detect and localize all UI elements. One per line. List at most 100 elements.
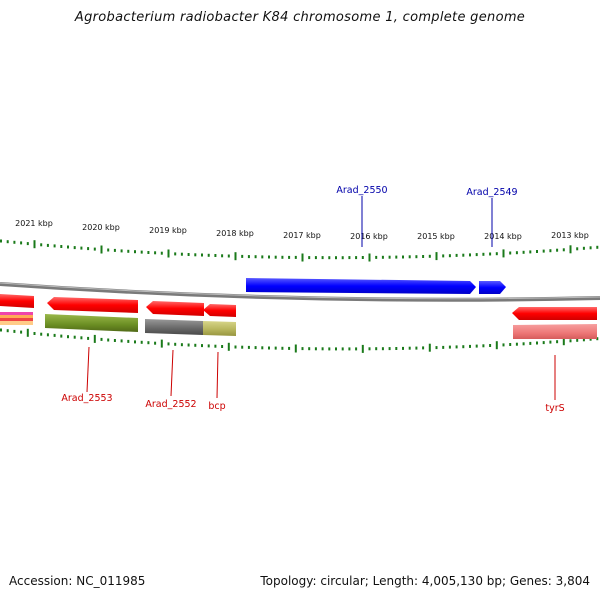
major-tick (428, 343, 431, 352)
minor-tick (160, 251, 163, 255)
major-tick (227, 342, 230, 351)
minor-tick (596, 245, 599, 249)
kbp-label: 2015 kbp (417, 232, 455, 241)
gene-tyrs[interactable] (512, 307, 597, 320)
major-tick (26, 328, 29, 337)
minor-tick (355, 347, 358, 351)
minor-tick (87, 336, 90, 340)
minor-tick (113, 339, 116, 342)
minor-tick (201, 344, 203, 348)
minor-tick (442, 254, 445, 258)
minor-tick (13, 240, 16, 244)
minor-tick (308, 347, 311, 351)
gene-arad-2550[interactable] (246, 278, 476, 294)
minor-tick (174, 252, 177, 256)
gene-label-tyrs[interactable]: tyrS (545, 403, 564, 414)
minor-tick (522, 342, 525, 346)
minor-tick (127, 339, 130, 343)
minor-tick (549, 340, 552, 344)
minor-tick (288, 346, 291, 350)
minor-tick (67, 335, 69, 339)
minor-tick (348, 347, 351, 351)
minor-tick (469, 253, 471, 257)
minor-tick (455, 345, 458, 349)
minor-tick (140, 250, 143, 254)
minor-tick (515, 342, 518, 346)
minor-tick (589, 246, 592, 250)
kbp-label: 2020 kbp (82, 223, 120, 232)
minor-tick (361, 256, 364, 259)
minor-tick (241, 345, 244, 349)
gene-arad-2553[interactable] (47, 297, 138, 313)
kbp-label: 2013 kbp (551, 231, 589, 240)
minor-tick (268, 346, 270, 350)
minor-tick (314, 256, 317, 260)
minor-tick (6, 240, 9, 244)
minor-tick (395, 347, 398, 350)
minor-tick (495, 252, 498, 256)
minor-tick (341, 347, 344, 351)
minor-tick (221, 254, 224, 258)
minor-tick (448, 345, 451, 349)
minor-tick (589, 337, 592, 341)
minor-tick (80, 336, 83, 340)
minor-tick (261, 255, 264, 259)
minor-tick (93, 247, 96, 251)
gene-label-arad-2553[interactable]: Arad_2553 (61, 393, 112, 404)
minor-tick (53, 244, 56, 248)
gene-left-edge-red[interactable] (0, 294, 34, 308)
kbp-label: 2014 kbp (484, 232, 522, 241)
minor-tick (73, 335, 76, 339)
gene-arad-2552[interactable] (146, 301, 204, 316)
minor-tick (529, 341, 532, 345)
major-tick (569, 245, 572, 254)
minor-tick (314, 347, 317, 351)
cog-band-arad-2552 (145, 319, 203, 335)
minor-tick (475, 344, 478, 348)
minor-tick (20, 241, 23, 245)
minor-tick (435, 346, 438, 350)
minor-tick (6, 329, 9, 333)
kbp-label: 2016 kbp (350, 232, 388, 241)
major-tick (502, 249, 505, 258)
gene-label-arad-2552[interactable]: Arad_2552 (145, 399, 196, 410)
minor-tick (335, 347, 337, 351)
minor-tick (33, 332, 36, 335)
gene-bcp[interactable] (203, 304, 236, 317)
major-tick (33, 240, 36, 249)
minor-tick (60, 334, 63, 338)
major-tick (301, 253, 304, 262)
gene-label-arad-2549[interactable]: Arad_2549 (466, 187, 517, 198)
major-tick (167, 249, 170, 258)
minor-tick (448, 254, 451, 258)
minor-tick (187, 343, 190, 347)
minor-tick (147, 251, 150, 254)
minor-tick (294, 255, 297, 259)
accession-text: Accession: NC_011985 (9, 574, 146, 588)
minor-tick (234, 345, 237, 349)
gene-callout-lines (86, 196, 556, 400)
minor-tick (381, 347, 384, 351)
minor-tick (87, 247, 90, 251)
minor-tick (549, 249, 552, 253)
kbp-label: 2021 kbp (15, 219, 53, 228)
minor-tick (0, 239, 2, 243)
minor-tick (529, 250, 532, 254)
minor-tick (134, 340, 136, 344)
minor-tick (53, 333, 56, 337)
minor-tick (174, 342, 177, 346)
kbp-label: 2017 kbp (283, 231, 321, 240)
minor-tick (509, 251, 512, 255)
minor-tick (408, 255, 411, 259)
minor-tick (26, 242, 29, 246)
minor-tick (40, 332, 43, 336)
cog-band-arad-2553 (45, 314, 138, 332)
gene-arad-2549[interactable] (479, 281, 506, 294)
minor-tick (308, 256, 311, 260)
kbp-label: 2018 kbp (216, 229, 254, 238)
gene-label-arad-2550[interactable]: Arad_2550 (336, 185, 387, 196)
minor-tick (536, 341, 538, 345)
gene-label-bcp[interactable]: bcp (208, 401, 225, 412)
major-tick (361, 344, 364, 353)
